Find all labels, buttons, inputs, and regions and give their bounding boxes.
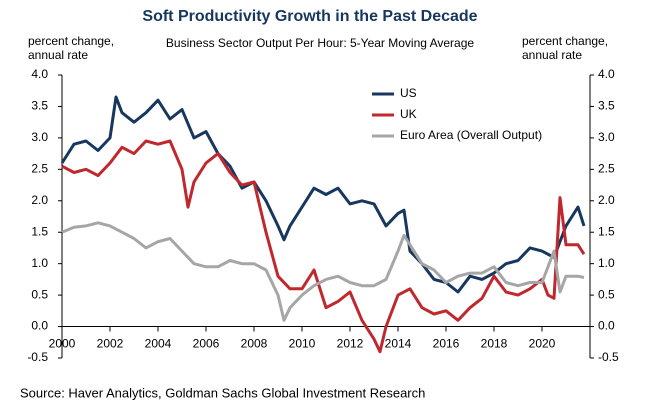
x-tick-label: 2012 — [337, 337, 364, 351]
y2-tick-label: 3.5 — [598, 99, 615, 113]
data-line — [60, 95, 586, 294]
y-tick-label: 3.0 — [31, 130, 48, 144]
x-tick-label: 2018 — [481, 337, 508, 351]
y2-tick-label: 1.0 — [598, 256, 615, 270]
x-tick-label: 2000 — [49, 337, 76, 351]
y2-tick-label: 0.0 — [598, 319, 615, 333]
y-tick-label: 0.5 — [31, 287, 48, 301]
x-tick-label: 2014 — [385, 337, 412, 351]
x-tick-label: 2004 — [145, 337, 172, 351]
chart-subtitle: Business Sector Output Per Hour: 5-Year … — [166, 36, 474, 50]
x-tick-label: 2016 — [433, 337, 460, 351]
legend-label: US — [400, 86, 417, 100]
source-note: Source: Haver Analytics, Goldman Sachs G… — [20, 385, 425, 400]
y-tick-label: 4.0 — [31, 67, 48, 81]
legend-label: UK — [400, 107, 417, 121]
y2-axis-label: percent change, — [522, 34, 608, 48]
y-axis-label: percent change, — [28, 34, 114, 48]
y-tick-label: 1.5 — [31, 224, 48, 238]
y-tick-label: 2.5 — [31, 162, 48, 176]
y2-tick-label: -0.5 — [598, 350, 619, 364]
y-tick-label: 3.5 — [31, 99, 48, 113]
y-tick-label: 2.0 — [31, 193, 48, 207]
chart-title: Soft Productivity Growth in the Past Dec… — [142, 8, 477, 25]
y2-tick-label: 0.5 — [598, 287, 615, 301]
y-tick-label: -0.5 — [27, 350, 48, 364]
y2-tick-label: 1.5 — [598, 224, 615, 238]
y-tick-label: 0.0 — [31, 319, 48, 333]
data-line — [61, 221, 585, 322]
y2-axis-label: annual rate — [522, 48, 582, 62]
data-line — [61, 139, 586, 354]
y2-tick-label: 2.5 — [598, 162, 615, 176]
x-tick-label: 2006 — [193, 337, 220, 351]
y2-tick-label: 2.0 — [598, 193, 615, 207]
x-tick-label: 2010 — [289, 337, 316, 351]
legend-label: Euro Area (Overall Output) — [400, 128, 542, 142]
y-tick-label: 1.0 — [31, 256, 48, 270]
x-tick-label: 2002 — [97, 337, 124, 351]
y-axis-label: annual rate — [28, 48, 88, 62]
x-tick-label: 2008 — [241, 337, 268, 351]
y2-tick-label: 4.0 — [598, 67, 615, 81]
y2-tick-label: 3.0 — [598, 130, 615, 144]
x-tick-label: 2020 — [529, 337, 556, 351]
